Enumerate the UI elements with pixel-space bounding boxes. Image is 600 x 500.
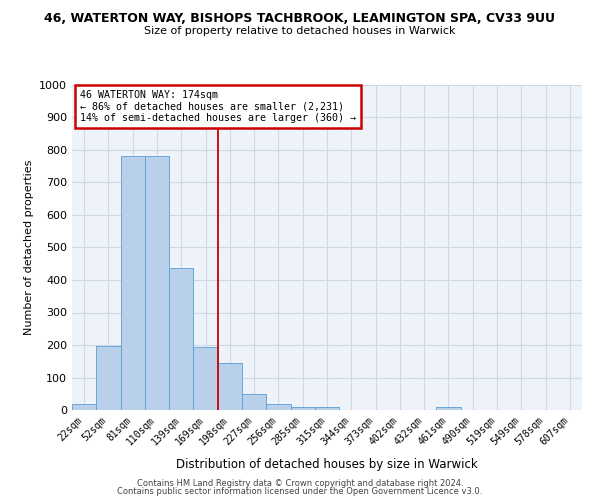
Bar — [145, 156, 169, 410]
Bar — [290, 407, 315, 410]
Bar — [266, 404, 290, 410]
Bar — [96, 346, 121, 410]
Y-axis label: Number of detached properties: Number of detached properties — [23, 160, 34, 335]
Bar — [121, 156, 145, 410]
Text: Size of property relative to detached houses in Warwick: Size of property relative to detached ho… — [144, 26, 456, 36]
Text: 46, WATERTON WAY, BISHOPS TACHBROOK, LEAMINGTON SPA, CV33 9UU: 46, WATERTON WAY, BISHOPS TACHBROOK, LEA… — [44, 12, 556, 26]
Text: 46 WATERTON WAY: 174sqm
← 86% of detached houses are smaller (2,231)
14% of semi: 46 WATERTON WAY: 174sqm ← 86% of detache… — [80, 90, 356, 123]
Bar — [436, 407, 461, 410]
Text: Contains public sector information licensed under the Open Government Licence v3: Contains public sector information licen… — [118, 487, 482, 496]
Text: Contains HM Land Registry data © Crown copyright and database right 2024.: Contains HM Land Registry data © Crown c… — [137, 478, 463, 488]
Bar — [72, 404, 96, 410]
Bar — [193, 348, 218, 410]
Bar — [169, 268, 193, 410]
Bar — [218, 363, 242, 410]
X-axis label: Distribution of detached houses by size in Warwick: Distribution of detached houses by size … — [176, 458, 478, 471]
Bar — [315, 407, 339, 410]
Bar — [242, 394, 266, 410]
